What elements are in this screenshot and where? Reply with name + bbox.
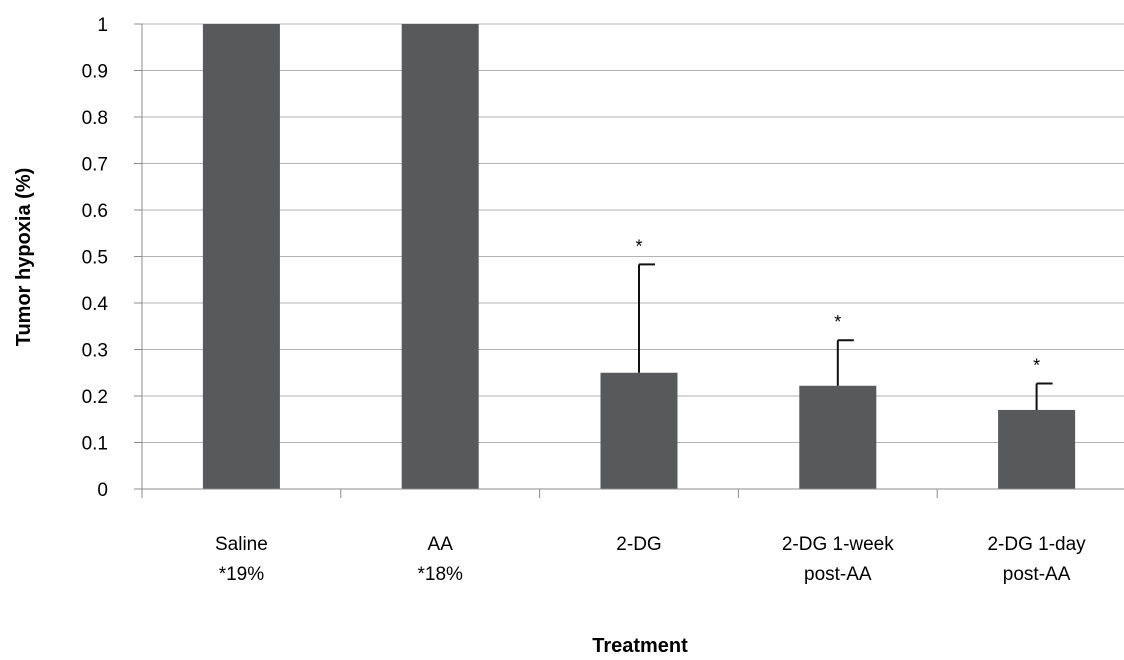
y-tick-label: 1 bbox=[97, 15, 108, 36]
bars bbox=[202, 24, 1076, 489]
y-tick-label: 0.5 bbox=[82, 248, 108, 269]
y-tick-label: 0.2 bbox=[82, 387, 108, 408]
y-tick-labels: 0 0.1 0.2 0.3 0.4 0.5 0.6 0.7 0.8 0.9 1 bbox=[82, 15, 109, 501]
y-tick-label: 0.4 bbox=[82, 294, 109, 315]
significance-marker: * bbox=[1033, 355, 1040, 375]
x-category-label-line: *18% bbox=[417, 564, 463, 585]
x-axis-title: Treatment bbox=[592, 635, 688, 657]
x-category-label: 2-DG 1-week post-AA bbox=[782, 534, 894, 585]
significance-marker: * bbox=[635, 236, 642, 256]
bar bbox=[202, 24, 280, 489]
y-tick-label: 0.8 bbox=[82, 108, 108, 129]
significance-marker: * bbox=[834, 312, 841, 332]
x-category-label-line: 2-DG bbox=[616, 534, 661, 555]
bar bbox=[998, 409, 1076, 489]
y-tick-label: 0 bbox=[97, 480, 108, 501]
y-tick-label: 0.7 bbox=[82, 155, 108, 176]
gridlines bbox=[142, 23, 1124, 443]
x-category-labels: Saline *19%AA *18%2-DG 2-DG 1-week post-AA2-… bbox=[215, 534, 1086, 585]
x-category-label: 2-DG bbox=[616, 534, 661, 555]
y-tick-label: 0.1 bbox=[82, 434, 108, 455]
y-tick-label: 0.9 bbox=[82, 62, 108, 83]
x-category-label-line: *19% bbox=[219, 564, 265, 585]
y-axis-title: Tumor hypoxia (%) bbox=[13, 168, 35, 347]
y-tick-label: 0.6 bbox=[82, 201, 108, 222]
x-category-label-line: AA bbox=[428, 534, 454, 555]
x-category-label-line: 2-DG 1-day bbox=[987, 534, 1086, 555]
x-category-label-line: post-AA bbox=[804, 564, 872, 585]
x-category-label-line: 2-DG 1-week bbox=[782, 534, 894, 555]
x-category-label: AA *18% bbox=[417, 534, 463, 585]
y-tick-label: 0.3 bbox=[82, 341, 108, 362]
bar bbox=[799, 385, 877, 489]
x-category-label-line: post-AA bbox=[1003, 564, 1071, 585]
bar bbox=[600, 372, 678, 489]
error-bars bbox=[638, 263, 1053, 410]
x-category-label: 2-DG 1-day post-AA bbox=[987, 534, 1086, 585]
significance-markers: * * * bbox=[635, 236, 1040, 375]
x-category-label: Saline *19% bbox=[215, 534, 268, 585]
x-category-label-line: Saline bbox=[215, 534, 268, 555]
axes bbox=[134, 23, 1124, 498]
bar bbox=[401, 24, 479, 489]
